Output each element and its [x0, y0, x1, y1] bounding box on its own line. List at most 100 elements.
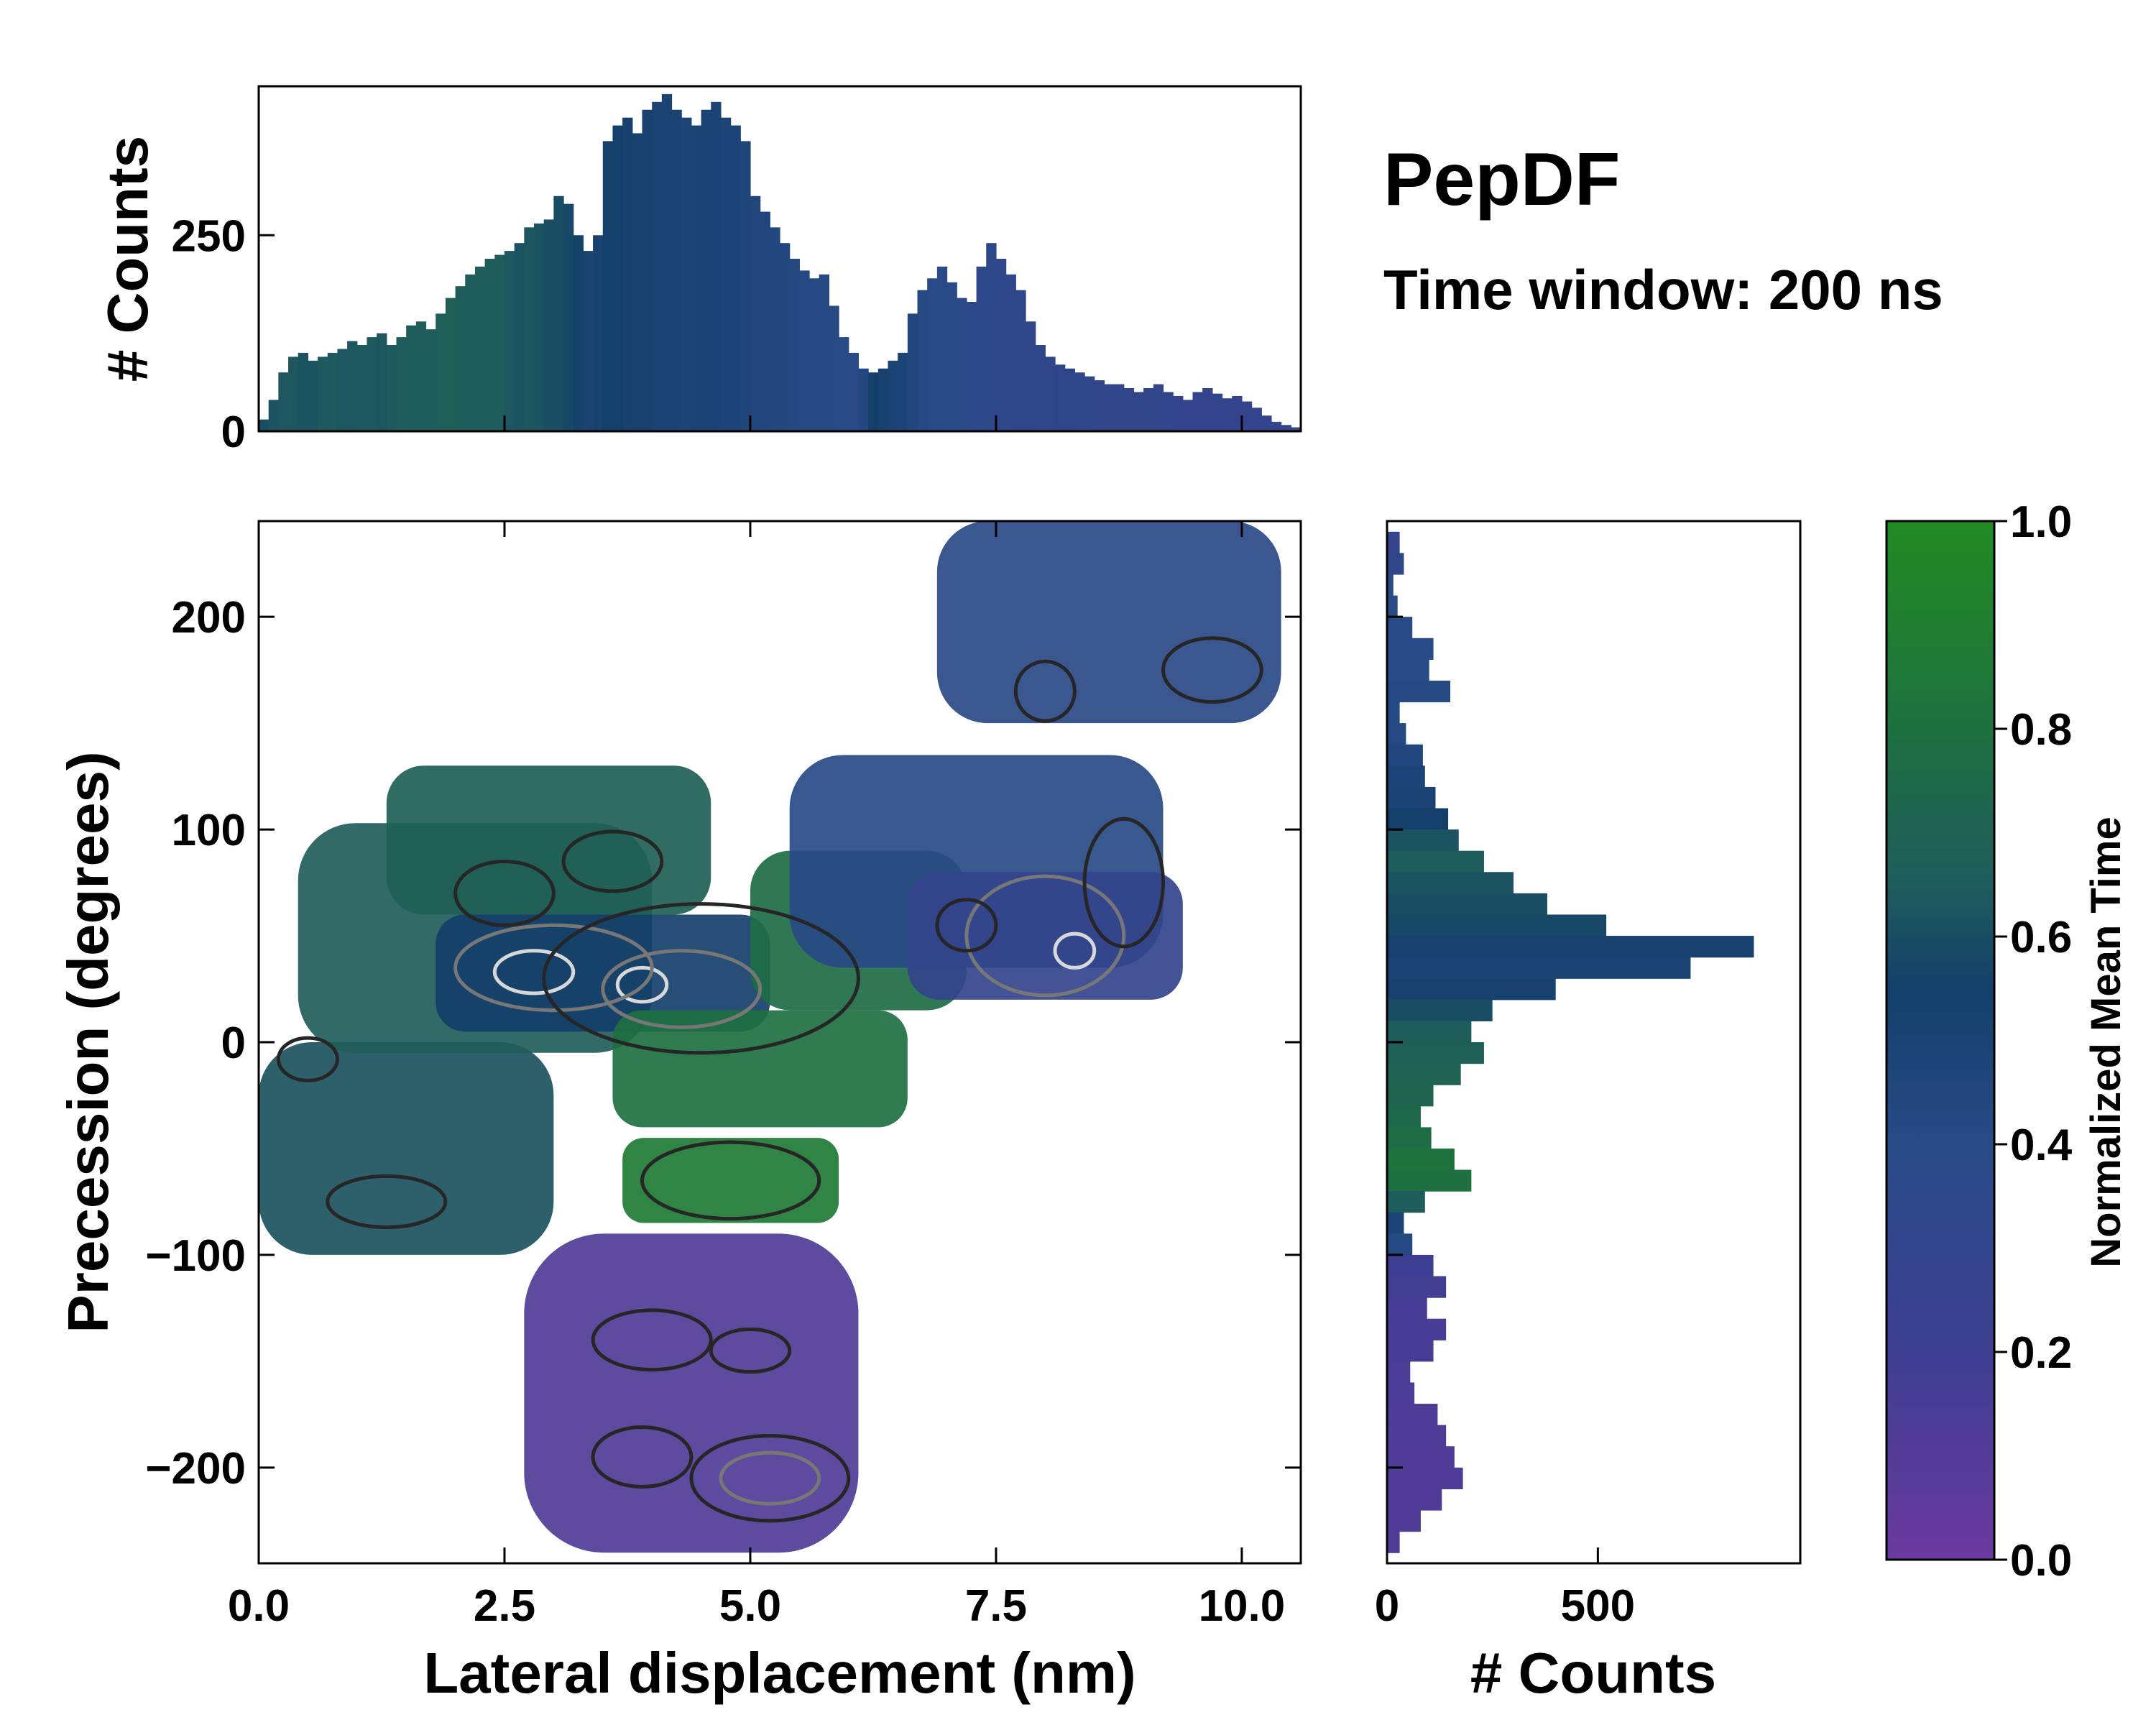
top-histogram-bar [259, 419, 270, 431]
right-histogram-bar [1387, 1382, 1415, 1404]
right-histogram-bar [1387, 1105, 1421, 1128]
right-histogram-bar [1387, 999, 1493, 1022]
right-histogram-bars [1387, 531, 1754, 1553]
figure-title: PepDF [1383, 138, 1620, 221]
right-histogram-bar [1387, 1212, 1404, 1234]
top-histogram-bar [386, 345, 397, 431]
right-histogram-bar [1387, 786, 1436, 809]
right-histogram-bar [1387, 723, 1406, 745]
right-histogram-bar [1387, 617, 1413, 639]
right-histogram-bar [1387, 1169, 1472, 1192]
top-histogram-bar [632, 133, 643, 432]
right-xtick-label: 500 [1561, 1581, 1635, 1631]
top-ytick-label: 250 [172, 211, 246, 261]
top-histogram-bar [327, 352, 338, 431]
contour-8 [561, 829, 664, 893]
top-histogram-bar [986, 243, 997, 431]
top-histogram-bar [504, 251, 515, 431]
top-histogram-bar [406, 325, 417, 431]
top-histogram-bar [1202, 388, 1213, 431]
top-histogram-bar [829, 305, 839, 431]
colorbar-tick-label: 0.6 [2010, 913, 2072, 962]
top-histogram-bar [711, 101, 722, 431]
contour-15 [689, 1433, 851, 1523]
right-histogram-bar [1387, 1340, 1434, 1362]
top-histogram-panel: 0 250 # Counts [96, 85, 1302, 457]
right-histogram-bar [1387, 638, 1434, 660]
top-histogram-bar [661, 93, 673, 431]
top-histogram-bar [957, 298, 967, 431]
top-histogram-bar [740, 141, 751, 431]
top-histogram-bar [484, 259, 495, 431]
right-histogram-bar [1387, 1021, 1472, 1043]
top-histogram-bar [465, 274, 476, 431]
top-histogram-bar [1153, 384, 1164, 431]
contour-0 [492, 949, 576, 995]
top-histogram-bar [730, 125, 741, 431]
top-histogram-bar [898, 352, 908, 431]
right-histogram-bar [1387, 1085, 1434, 1107]
top-histogram-bar [278, 372, 289, 431]
right-histogram-bar [1387, 595, 1398, 617]
contour-19 [542, 902, 860, 1055]
top-histogram-bar [1143, 388, 1154, 431]
top-histogram-bars [259, 93, 1302, 432]
top-histogram-bar [858, 368, 869, 431]
top-histogram-bar [455, 286, 466, 431]
main-xtick-label: 0.0 [228, 1581, 290, 1631]
heatmap-region-upper-right-blue [936, 521, 1281, 724]
right-histogram-bar [1387, 936, 1754, 958]
top-histogram-bar [720, 117, 732, 432]
top-histogram-bar [789, 259, 800, 431]
right-histogram-bar [1387, 893, 1547, 916]
top-histogram-bar [642, 109, 653, 431]
contour-4 [601, 949, 763, 1029]
top-histogram-ticks: 0 250 [172, 211, 1243, 457]
right-histogram-bar [1387, 1531, 1400, 1553]
top-histogram-bar [543, 219, 554, 431]
top-histogram-bar [573, 235, 584, 431]
colorbar-ticks: 0.0 0.2 0.4 0.6 0.8 1.0 [1994, 497, 2073, 1586]
top-histogram-bar [474, 266, 486, 431]
right-histogram-bar [1387, 1510, 1421, 1532]
right-histogram-bar [1387, 1489, 1442, 1511]
right-histogram-bar [1387, 978, 1556, 1000]
right-histogram-bar [1387, 1042, 1484, 1064]
top-histogram-bar [563, 203, 574, 431]
top-histogram-ylabel: # Counts [96, 136, 160, 382]
top-histogram-bar [1015, 290, 1026, 431]
main-ytick-label: 100 [172, 806, 246, 855]
right-histogram-bar [1387, 1425, 1447, 1447]
contour-16 [1013, 659, 1077, 723]
contour-1 [615, 965, 669, 1004]
top-histogram-bar [593, 235, 604, 431]
right-histogram-bar [1387, 1404, 1438, 1426]
heatmap-region-upper-lobe [386, 765, 711, 915]
right-histogram-bar [1387, 1276, 1447, 1298]
top-histogram-bar [1123, 388, 1135, 431]
top-histogram-bar [318, 356, 328, 431]
top-histogram-bar [995, 259, 1007, 431]
right-histogram-bar [1387, 829, 1459, 852]
top-histogram-bar [1192, 392, 1203, 431]
top-histogram-bar [780, 243, 791, 431]
top-histogram-frame [257, 85, 1302, 433]
top-histogram-bar [770, 227, 780, 431]
top-histogram-bar [868, 372, 879, 431]
top-ytick-label: 0 [221, 408, 246, 457]
top-histogram-bar [356, 345, 368, 431]
top-histogram-bar [1025, 321, 1036, 431]
right-histogram-panel: 0 500 # Counts [1375, 520, 1802, 1705]
top-histogram-bar [377, 333, 387, 431]
main-xlabel: Lateral displacement (nm) [423, 1641, 1135, 1705]
heatmap-region-central-dense [436, 914, 770, 1032]
top-histogram-bar [445, 298, 456, 431]
top-histogram-bar [1291, 427, 1302, 431]
top-histogram-bar [917, 290, 928, 431]
right-histogram-bar [1387, 659, 1429, 681]
top-histogram-bar [976, 266, 987, 431]
top-histogram-bar [799, 270, 810, 431]
top-histogram-bar [839, 337, 849, 431]
right-histogram-bar [1387, 957, 1691, 979]
contour-14 [591, 1425, 694, 1489]
